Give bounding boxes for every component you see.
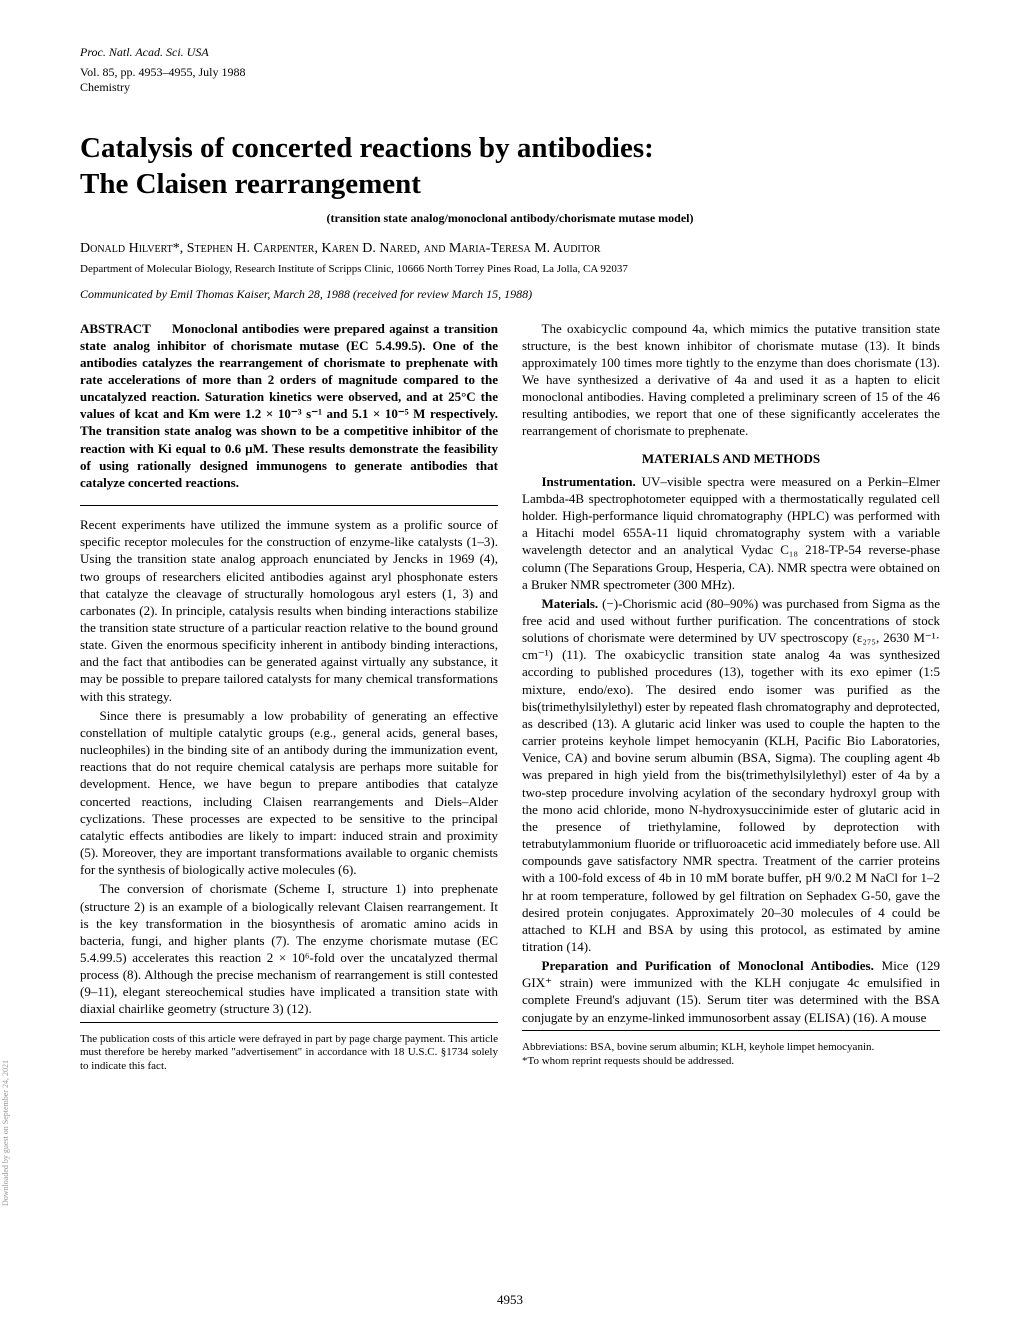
reprint-note: *To whom reprint requests should be addr… bbox=[522, 1055, 940, 1069]
abbreviations-note: Abbreviations: BSA, bovine serum albumin… bbox=[522, 1041, 940, 1055]
materials-methods-heading: MATERIALS AND METHODS bbox=[522, 450, 940, 467]
journal-header: Proc. Natl. Acad. Sci. USA bbox=[80, 45, 940, 60]
materials-text: (−)-Chorismic acid (80–90%) was purchase… bbox=[522, 596, 940, 954]
abstract-label: ABSTRACT bbox=[80, 321, 151, 336]
page-number: 4953 bbox=[497, 1292, 523, 1308]
title-line-2: The Claisen rearrangement bbox=[80, 168, 421, 200]
article-title: Catalysis of concerted reactions by anti… bbox=[80, 130, 940, 203]
footnote-divider-right bbox=[522, 1030, 940, 1031]
intro-paragraph-4: The oxabicyclic compound 4a, which mimic… bbox=[522, 320, 940, 440]
materials-label: Materials. bbox=[542, 596, 599, 611]
title-line-1: Catalysis of concerted reactions by anti… bbox=[80, 132, 654, 164]
abstract-section: ABSTRACT Monoclonal antibodies were prep… bbox=[80, 320, 498, 492]
publication-costs-note: The publication costs of this article we… bbox=[80, 1033, 498, 1074]
article-subtitle: (transition state analog/monoclonal anti… bbox=[80, 211, 940, 226]
intro-paragraph-1: Recent experiments have utilized the imm… bbox=[80, 516, 498, 705]
authors-list: Donald Hilvert*, Stephen H. Carpenter, K… bbox=[80, 241, 940, 257]
intro-paragraph-2: Since there is presumably a low probabil… bbox=[80, 707, 498, 879]
download-watermark: Downloaded by guest on September 24, 202… bbox=[1, 1060, 10, 1206]
preparation-paragraph: Preparation and Purification of Monoclon… bbox=[522, 957, 940, 1026]
article-body: ABSTRACT Monoclonal antibodies were prep… bbox=[80, 320, 940, 1074]
instrumentation-paragraph: Instrumentation. UV–visible spectra were… bbox=[522, 473, 940, 593]
footnote-divider-left bbox=[80, 1022, 498, 1023]
communicated-by: Communicated by Emil Thomas Kaiser, Marc… bbox=[80, 287, 940, 302]
volume-info: Vol. 85, pp. 4953–4955, July 1988 bbox=[80, 65, 940, 80]
category-label: Chemistry bbox=[80, 80, 940, 95]
instrumentation-text: UV–visible spectra were measured on a Pe… bbox=[522, 474, 940, 592]
divider-line bbox=[80, 505, 498, 506]
intro-paragraph-3: The conversion of chorismate (Scheme I, … bbox=[80, 880, 498, 1017]
affiliation: Department of Molecular Biology, Researc… bbox=[80, 263, 940, 275]
materials-paragraph: Materials. (−)-Chorismic acid (80–90%) w… bbox=[522, 595, 940, 955]
abstract-text: Monoclonal antibodies were prepared agai… bbox=[80, 321, 498, 490]
instrumentation-label: Instrumentation. bbox=[542, 474, 636, 489]
preparation-label: Preparation and Purification of Monoclon… bbox=[542, 958, 874, 973]
